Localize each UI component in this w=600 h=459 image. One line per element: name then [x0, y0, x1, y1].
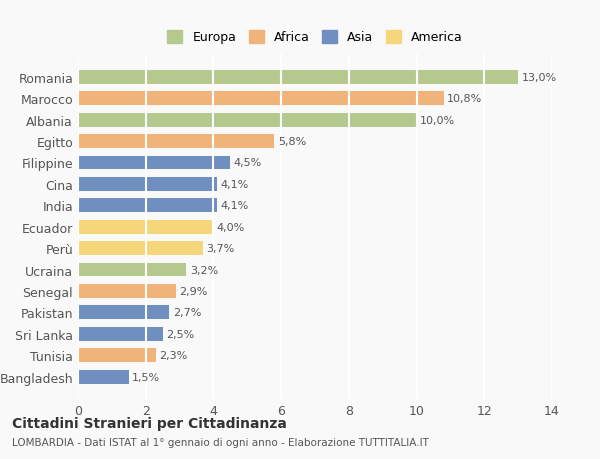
- Text: 4,1%: 4,1%: [220, 179, 248, 190]
- Text: 4,1%: 4,1%: [220, 201, 248, 211]
- Bar: [78, 263, 187, 277]
- Bar: [78, 156, 230, 170]
- Text: 3,2%: 3,2%: [190, 265, 218, 275]
- Text: 4,5%: 4,5%: [234, 158, 262, 168]
- Text: 4,0%: 4,0%: [217, 222, 245, 232]
- Bar: [78, 71, 518, 84]
- Text: 2,3%: 2,3%: [159, 350, 188, 360]
- Bar: [78, 178, 217, 191]
- Text: 5,8%: 5,8%: [278, 137, 306, 147]
- Text: 2,7%: 2,7%: [173, 308, 201, 318]
- Bar: [78, 306, 169, 319]
- Bar: [78, 199, 217, 213]
- Text: 10,0%: 10,0%: [420, 115, 455, 125]
- Bar: [78, 284, 176, 298]
- Bar: [78, 92, 443, 106]
- Text: LOMBARDIA - Dati ISTAT al 1° gennaio di ogni anno - Elaborazione TUTTITALIA.IT: LOMBARDIA - Dati ISTAT al 1° gennaio di …: [12, 437, 429, 447]
- Legend: Europa, Africa, Asia, America: Europa, Africa, Asia, America: [164, 27, 466, 48]
- Text: 3,7%: 3,7%: [206, 244, 235, 253]
- Bar: [78, 348, 156, 362]
- Bar: [78, 241, 203, 256]
- Bar: [78, 327, 163, 341]
- Text: Cittadini Stranieri per Cittadinanza: Cittadini Stranieri per Cittadinanza: [12, 416, 287, 430]
- Bar: [78, 135, 274, 149]
- Bar: [78, 370, 129, 384]
- Text: 1,5%: 1,5%: [132, 372, 160, 382]
- Text: 2,9%: 2,9%: [179, 286, 208, 296]
- Bar: [78, 113, 416, 127]
- Text: 2,5%: 2,5%: [166, 329, 194, 339]
- Text: 13,0%: 13,0%: [521, 73, 557, 83]
- Text: 10,8%: 10,8%: [447, 94, 482, 104]
- Bar: [78, 220, 214, 234]
